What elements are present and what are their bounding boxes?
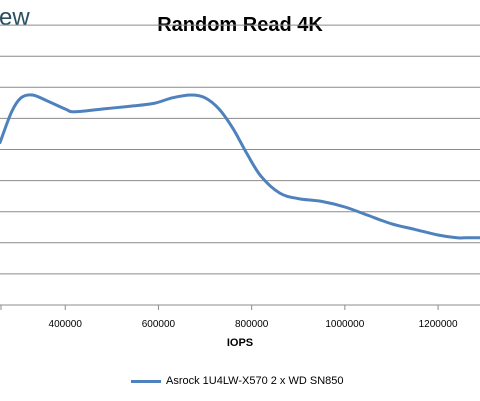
watermark-logo-text: ew xyxy=(0,4,30,31)
x-tick-label: 600000 xyxy=(142,319,176,330)
legend-swatch xyxy=(131,379,161,383)
x-tick-label: 800000 xyxy=(235,319,269,330)
x-tick-label: 400000 xyxy=(49,319,83,330)
x-axis: 400000 600000 800000 1000000 1200000 xyxy=(0,304,480,330)
legend-label: Asrock 1U4LW-X570 2 x WD SN850 xyxy=(166,375,344,387)
gridlines xyxy=(0,24,480,275)
x-tick-label: 1000000 xyxy=(325,319,364,330)
series-layer xyxy=(0,93,480,240)
legend: Asrock 1U4LW-X570 2 x WD SN850 xyxy=(131,374,344,388)
x-tick-label: 1200000 xyxy=(419,319,458,330)
series-line xyxy=(0,93,480,240)
x-axis-title: IOPS xyxy=(226,337,254,349)
